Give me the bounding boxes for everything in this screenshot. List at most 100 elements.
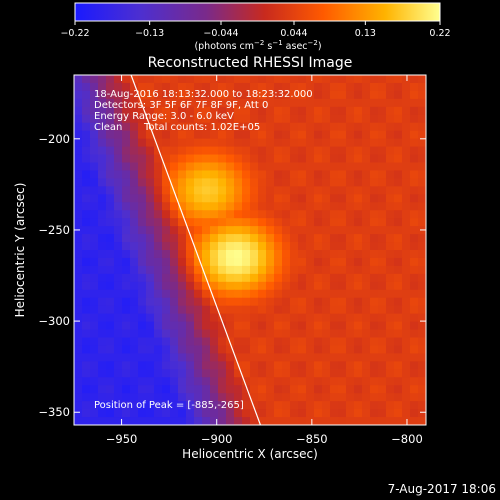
image-cell [306, 75, 315, 84]
image-cell [322, 154, 331, 164]
image-cell [274, 122, 283, 132]
image-cell [234, 210, 243, 219]
image-cell [82, 242, 91, 251]
image-cell [370, 242, 379, 251]
image-cell [274, 369, 283, 378]
image-cell [146, 353, 155, 362]
image-cell [122, 273, 131, 283]
image-cell [298, 106, 307, 116]
image-cell [322, 337, 331, 347]
image-cell [330, 361, 339, 370]
image-cell [154, 377, 163, 386]
image-cell [330, 226, 339, 235]
image-cell [346, 122, 355, 132]
image-cell [218, 329, 227, 339]
image-cell [274, 257, 283, 267]
image-cell [178, 289, 187, 299]
image-cell [194, 250, 203, 259]
image-cell [378, 265, 387, 275]
image-cell [298, 218, 307, 227]
image-cell [370, 114, 379, 124]
image-cell [266, 385, 275, 394]
image-cell [226, 178, 235, 187]
image-cell [146, 409, 155, 418]
image-cell [266, 90, 275, 100]
image-cell [274, 305, 283, 315]
image-cell [322, 361, 331, 370]
image-cell [266, 194, 275, 203]
x-tick-label: −800 [391, 432, 423, 446]
image-cell [74, 305, 83, 315]
image-cell [242, 170, 251, 179]
image-cell [106, 329, 115, 339]
image-cell [378, 257, 387, 267]
image-cell [170, 122, 179, 132]
image-cell [250, 75, 259, 84]
image-cell [274, 162, 283, 172]
image-cell [322, 138, 331, 148]
image-cell [114, 170, 123, 179]
image-cell [218, 146, 227, 156]
image-cell [266, 138, 275, 148]
image-cell [186, 377, 195, 386]
image-cell [282, 75, 291, 84]
image-cell [114, 130, 123, 140]
image-cell [282, 106, 291, 116]
image-cell [154, 409, 163, 418]
image-cell [130, 202, 139, 211]
image-cell [378, 138, 387, 148]
image-cell [274, 385, 283, 394]
image-cell [74, 186, 83, 195]
image-cell [354, 417, 363, 425]
image-cell [154, 345, 163, 354]
image-cell [130, 154, 139, 164]
image-cell [186, 75, 195, 84]
image-cell [266, 273, 275, 283]
image-cell [298, 146, 307, 156]
image-cell [146, 401, 155, 410]
image-cell [106, 75, 115, 84]
image-cell [170, 82, 179, 92]
image-cell [154, 170, 163, 179]
image-cell [210, 369, 219, 378]
image-cell [250, 162, 259, 172]
image-cell [258, 162, 267, 172]
image-cell [354, 361, 363, 370]
image-cell [218, 234, 227, 243]
image-cell [106, 377, 115, 386]
image-cell [258, 361, 267, 370]
image-cell [186, 178, 195, 187]
image-cell [258, 265, 267, 275]
image-cell [146, 170, 155, 179]
image-cell [98, 138, 107, 148]
image-cell [122, 321, 131, 331]
image-cell [74, 401, 83, 410]
image-cell [346, 377, 355, 386]
image-cell [362, 417, 371, 425]
image-cell [378, 361, 387, 370]
image-cell [410, 154, 419, 164]
image-cell [122, 313, 131, 323]
image-cell [322, 186, 331, 195]
image-cell [418, 194, 426, 203]
image-cell [106, 369, 115, 378]
image-cell [146, 289, 155, 299]
image-cell [274, 234, 283, 243]
image-cell [322, 289, 331, 299]
image-cell [378, 154, 387, 164]
image-cell [202, 385, 211, 394]
x-tick-label: −950 [106, 432, 138, 446]
image-cell [258, 377, 267, 386]
image-cell [122, 146, 131, 156]
image-cell [226, 75, 235, 84]
image-cell [130, 265, 139, 275]
image-cell [338, 234, 347, 243]
image-cell [346, 154, 355, 164]
image-cell [370, 178, 379, 187]
image-cell [330, 178, 339, 187]
image-cell [218, 130, 227, 140]
image-cell [354, 401, 363, 410]
image-cell [258, 138, 267, 148]
image-cell [410, 178, 419, 187]
image-cell [282, 361, 291, 370]
